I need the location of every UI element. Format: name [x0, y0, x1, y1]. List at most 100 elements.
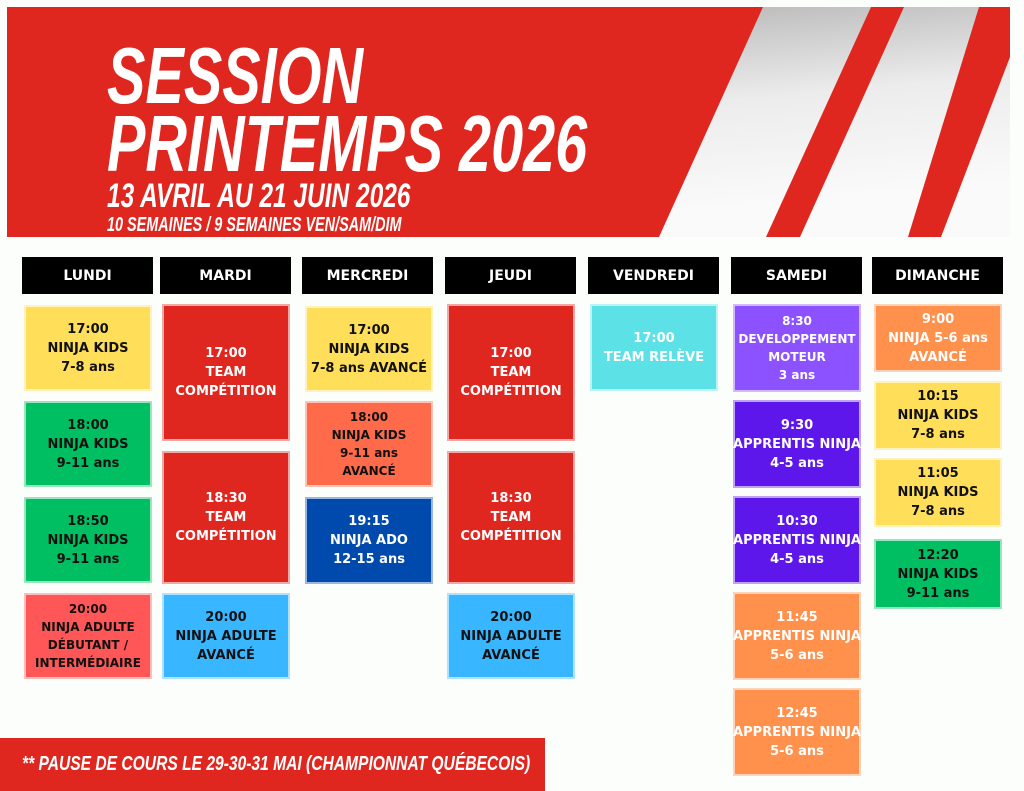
class-detail: AVANCÉ [342, 464, 396, 478]
class-time: 18:30 [205, 491, 247, 506]
class-detail: NINJA KIDS [331, 428, 407, 442]
class-detail: COMPÉTITION [175, 529, 277, 544]
class-time: 12:45 [776, 705, 818, 721]
class-card-dimanche: 9:00 NINJA 5-6 ans AVANCÉ [874, 304, 1002, 372]
class-detail: TEAM RELÈVE [603, 349, 705, 365]
class-detail: 5-6 ans [770, 743, 824, 759]
class-card-lundi: 17:00 NINJA KIDS 7-8 ans [24, 305, 152, 391]
class-card-mercredi: 18:00 NINJA KIDS 9-11 ans AVANCÉ [305, 401, 433, 487]
footer-note: ** PAUSE DE COURS LE 29-30-31 MAI (CHAMP… [22, 753, 531, 775]
class-detail: TEAM [205, 365, 247, 380]
class-detail: 12-15 ans [333, 552, 405, 567]
class-detail: NINJA KIDS [47, 340, 129, 356]
class-card-samedi: 11:45 APPRENTIS NINJA 5-6 ans [733, 592, 861, 680]
class-card-mardi: 18:30 TEAM COMPÉTITION [162, 451, 290, 584]
class-card-lundi: 18:00 NINJA KIDS 9-11 ans [24, 401, 152, 487]
header-banner: SESSION PRINTEMPS 2026 13 AVRIL AU 21 JU… [7, 7, 1010, 237]
class-time: 18:50 [67, 513, 109, 529]
class-detail: INTERMÉDIAIRE [35, 656, 141, 670]
class-detail: AVANCÉ [909, 349, 967, 365]
class-detail: 7-8 ans [61, 359, 115, 375]
class-time: 17:00 [490, 346, 532, 361]
class-time: 10:15 [917, 389, 959, 404]
class-card-jeudi: 18:30 TEAM COMPÉTITION [447, 451, 575, 584]
class-card-jeudi: 17:00 TEAM COMPÉTITION [447, 304, 575, 441]
class-detail: 9-11 ans [906, 585, 970, 601]
red-stripe [908, 7, 1010, 237]
class-detail: COMPÉTITION [460, 529, 562, 544]
class-time: 9:30 [780, 417, 814, 433]
class-detail: AVANCÉ [482, 647, 540, 663]
class-time: 18:00 [349, 410, 389, 424]
class-detail: AVANCÉ [197, 647, 255, 663]
day-header-samedi: SAMEDI [731, 257, 862, 294]
class-time: 18:00 [67, 417, 109, 433]
class-card-mardi: 17:00 TEAM COMPÉTITION [162, 304, 290, 441]
class-detail: NINJA ADO [330, 533, 408, 548]
class-detail: 7-8 ans [911, 427, 965, 442]
red-panel [7, 7, 763, 237]
class-detail: 4-5 ans [770, 455, 824, 471]
class-time: 20:00 [490, 609, 532, 625]
class-detail: APPRENTIS NINJA [733, 436, 861, 452]
class-detail: 9-11 ans [56, 455, 120, 471]
class-card-jeudi: 20:00 NINJA ADULTE AVANCÉ [447, 593, 575, 679]
class-detail: NINJA 5-6 ans [888, 330, 988, 346]
class-detail: 4-5 ans [770, 551, 824, 567]
class-time: 11:45 [776, 609, 818, 625]
class-time: 19:15 [348, 514, 390, 529]
class-detail: 9-11 ans [56, 551, 120, 567]
class-detail: 5-6 ans [770, 647, 824, 663]
class-card-samedi: 12:45 APPRENTIS NINJA 5-6 ans [733, 688, 861, 776]
title-line-1: SESSION [107, 31, 364, 120]
day-header-lundi: LUNDI [22, 257, 153, 294]
class-time: 11:05 [917, 466, 959, 481]
class-detail: APPRENTIS NINJA [733, 532, 861, 548]
class-card-samedi: 9:30 APPRENTIS NINJA 4-5 ans [733, 400, 861, 488]
class-detail: 7-8 ans AVANCÉ [310, 360, 428, 376]
class-time: 17:00 [633, 330, 675, 346]
class-time: 10:30 [776, 513, 818, 529]
class-detail: NINJA KIDS [47, 532, 129, 548]
class-time: 17:00 [205, 346, 247, 361]
day-header-mardi: MARDI [160, 257, 291, 294]
session-weeks: 10 SEMAINES / 9 SEMAINES VEN/SAM/DIM [107, 214, 402, 236]
day-header-jeudi: JEUDI [445, 257, 576, 294]
class-card-dimanche: 12:20 NINJA KIDS 9-11 ans [874, 539, 1002, 609]
class-detail: COMPÉTITION [460, 384, 562, 399]
class-detail: NINJA KIDS [897, 408, 979, 423]
class-card-dimanche: 10:15 NINJA KIDS 7-8 ans [874, 381, 1002, 450]
class-time: 12:20 [917, 547, 959, 563]
class-card-samedi: 10:30 APPRENTIS NINJA 4-5 ans [733, 496, 861, 584]
class-detail: TEAM [490, 365, 532, 380]
class-time: 17:00 [348, 322, 390, 338]
class-time: 20:00 [68, 602, 108, 616]
class-card-lundi: 20:00 NINJA ADULTE DÉBUTANT / INTERMÉDIAIRE [24, 593, 152, 679]
class-detail: NINJA KIDS [328, 341, 410, 357]
class-detail: NINJA ADULTE [41, 620, 135, 634]
session-dates: 13 AVRIL AU 21 JUIN 2026 [107, 177, 411, 215]
class-card-dimanche: 11:05 NINJA KIDS 7-8 ans [874, 458, 1002, 527]
class-card-samedi: 8:30 DEVELOPPEMENT MOTEUR 3 ans [733, 304, 861, 392]
class-detail: APPRENTIS NINJA [733, 628, 861, 644]
class-detail: NINJA KIDS [897, 485, 979, 500]
class-detail: NINJA KIDS [897, 566, 979, 582]
class-detail: COMPÉTITION [175, 384, 277, 399]
class-detail: NINJA KIDS [47, 436, 129, 452]
banner-stripes [7, 7, 1010, 237]
class-detail: TEAM [205, 510, 247, 525]
class-card-vendredi: 17:00 TEAM RELÈVE [590, 304, 718, 391]
class-card-lundi: 18:50 NINJA KIDS 9-11 ans [24, 497, 152, 583]
day-header-mercredi: MERCREDI [302, 257, 433, 294]
day-header-vendredi: VENDREDI [588, 257, 719, 294]
class-card-mercredi: 19:15 NINJA ADO 12-15 ans [305, 497, 433, 584]
day-header-dimanche: DIMANCHE [872, 257, 1003, 294]
class-time: 17:00 [67, 321, 109, 337]
class-detail: DEVELOPPEMENT [738, 332, 856, 346]
class-time: 8:30 [782, 314, 812, 328]
class-detail: MOTEUR [768, 350, 826, 364]
class-detail: 7-8 ans [911, 504, 965, 519]
title-line-2: PRINTEMPS 2026 [107, 99, 588, 188]
class-detail: TEAM [490, 510, 532, 525]
class-detail: 3 ans [778, 368, 816, 382]
